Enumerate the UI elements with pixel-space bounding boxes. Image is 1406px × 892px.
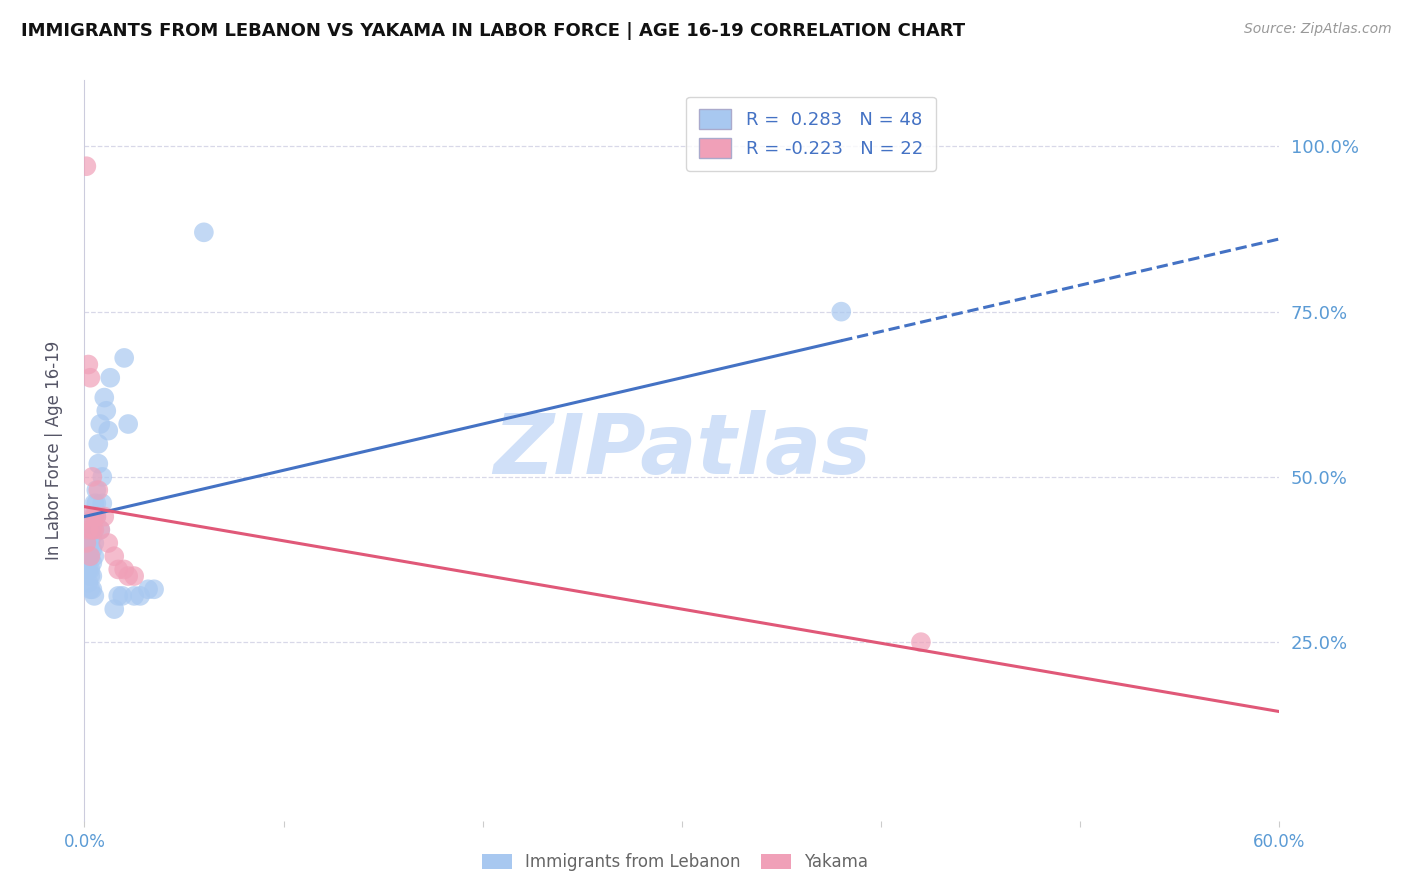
Point [103,549,125,564]
Point [107,589,129,603]
Point [193,225,215,239]
Point [79,582,101,597]
Legend: R =  0.283   N = 48, R = -0.223   N = 22: R = 0.283 N = 48, R = -0.223 N = 22 [686,96,936,170]
Point [89,417,111,431]
Point [77,536,100,550]
Point [79,549,101,564]
Point [107,562,129,576]
Point [75,562,97,576]
Point [97,536,120,550]
Point [830,304,852,318]
Point [86,496,108,510]
Point [82,470,104,484]
Point [82,523,104,537]
Point [112,562,135,576]
Point [82,582,104,597]
Point [77,523,100,537]
Point [83,496,105,510]
Point [93,391,115,405]
Point [93,509,115,524]
Text: Source: ZipAtlas.com: Source: ZipAtlas.com [1244,22,1392,37]
Point [77,549,100,564]
Point [82,509,104,524]
Point [75,536,97,550]
Point [79,562,101,576]
Point [98,370,121,384]
Point [82,569,104,583]
Point [75,549,97,564]
Point [83,509,105,524]
Point [87,457,110,471]
Point [75,159,97,173]
Point [89,523,111,537]
Point [77,575,100,590]
Point [129,589,152,603]
Point [83,536,105,550]
Point [89,523,111,537]
Point [91,496,114,510]
Point [112,351,135,365]
Point [103,602,125,616]
Point [83,549,105,564]
Point [86,509,108,524]
Point [143,582,166,597]
Point [86,509,108,524]
Point [122,589,145,603]
Point [87,483,110,497]
Text: ZIPatlas: ZIPatlas [494,410,870,491]
Point [87,437,110,451]
Point [79,549,101,564]
Point [79,523,101,537]
Point [82,529,104,543]
Point [77,509,100,524]
Point [136,582,159,597]
Point [117,569,139,583]
Point [122,569,145,583]
Point [111,589,134,603]
Point [97,424,120,438]
Point [83,523,105,537]
Text: IMMIGRANTS FROM LEBANON VS YAKAMA IN LABOR FORCE | AGE 16-19 CORRELATION CHART: IMMIGRANTS FROM LEBANON VS YAKAMA IN LAB… [21,22,965,40]
Point [83,589,105,603]
Point [83,509,105,524]
Point [910,635,932,649]
Point [77,358,100,372]
Point [83,523,105,537]
Point [77,562,100,576]
Point [79,536,101,550]
Point [91,470,114,484]
Point [82,542,104,557]
Point [96,404,118,418]
Y-axis label: In Labor Force | Age 16-19: In Labor Force | Age 16-19 [45,341,63,560]
Point [82,556,104,570]
Point [117,417,139,431]
Point [79,370,101,384]
Point [86,483,108,497]
Point [79,569,101,583]
Legend: Immigrants from Lebanon, Yakama: Immigrants from Lebanon, Yakama [474,845,876,880]
